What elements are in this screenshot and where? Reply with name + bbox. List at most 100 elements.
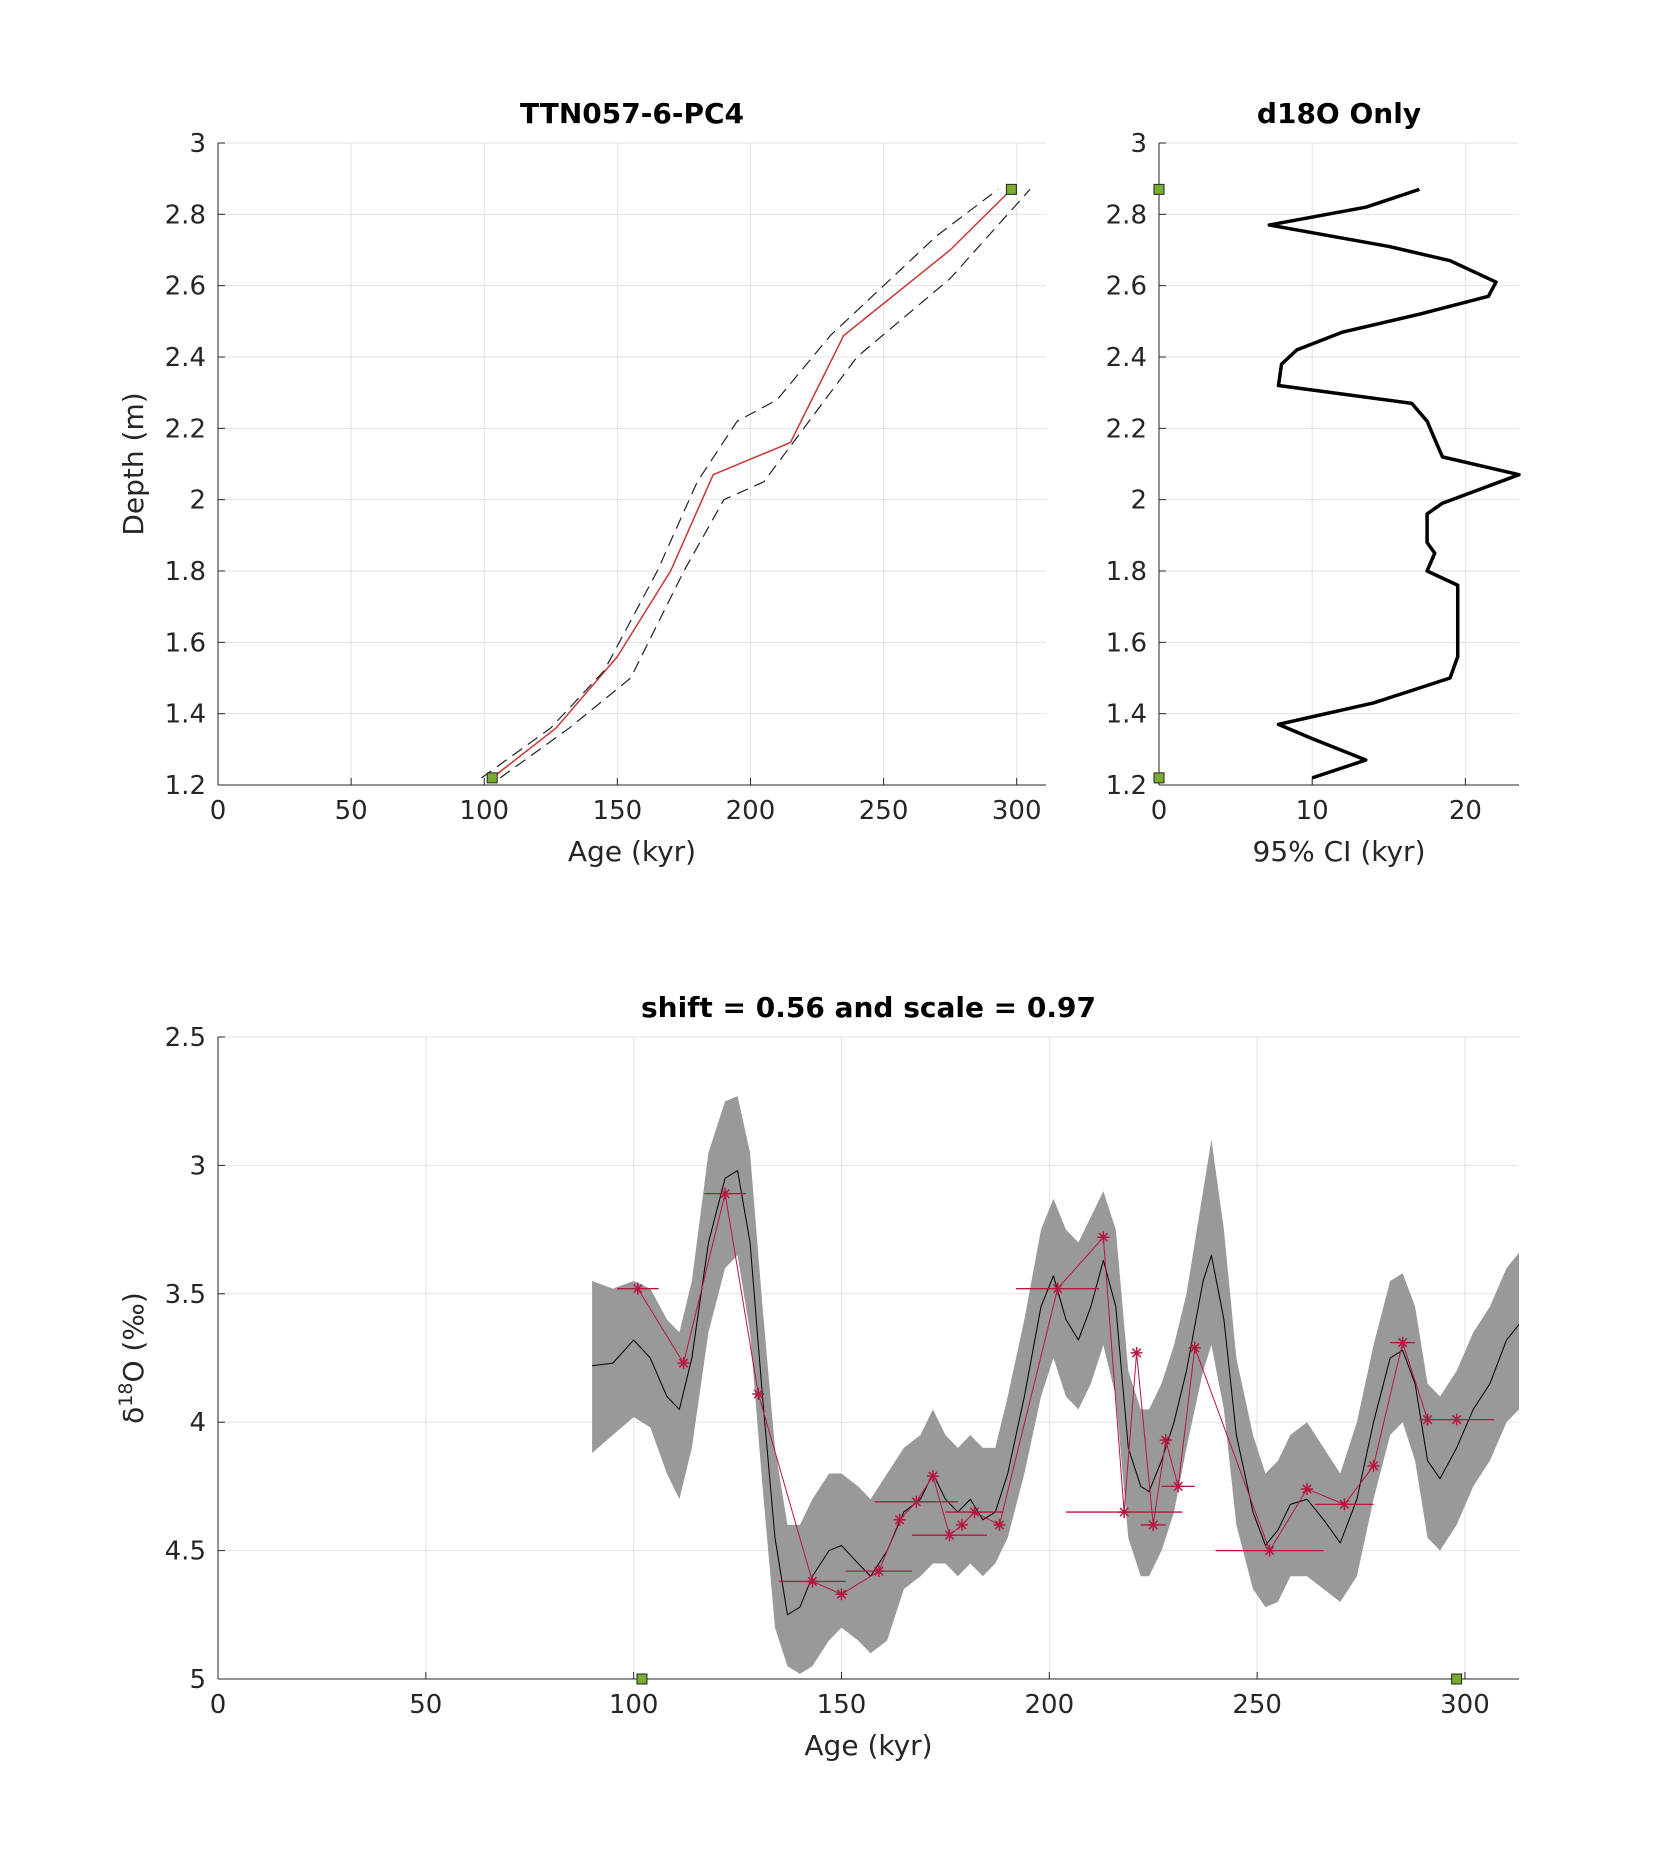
- data-point: [993, 1518, 1006, 1531]
- data-point: [1301, 1482, 1314, 1495]
- y-tick-label: 1.2: [1106, 771, 1147, 801]
- data-point: [872, 1565, 885, 1578]
- series-line: [499, 188, 1031, 779]
- y-tick-label: 1.6: [165, 628, 206, 658]
- data-point: [1188, 1341, 1201, 1354]
- y-tick-label: 3: [1130, 129, 1147, 159]
- data-point: [1172, 1480, 1185, 1493]
- data-point: [677, 1357, 690, 1370]
- age-marker: [1451, 1673, 1463, 1685]
- y-tick-label: 3: [189, 1151, 206, 1181]
- x-axis-label: Age (kyr): [804, 1729, 932, 1762]
- y-tick-label: 1.8: [165, 557, 206, 587]
- data-point: [752, 1387, 765, 1400]
- age-marker: [1153, 772, 1165, 784]
- y-tick-label: 2.4: [1106, 343, 1147, 373]
- chart-title: d18O Only: [1257, 97, 1421, 130]
- x-tick-label: 0: [1151, 796, 1168, 826]
- y-tick-label: 2.5: [165, 1023, 206, 1053]
- data-point: [806, 1575, 819, 1588]
- data-point: [1051, 1282, 1064, 1295]
- y-axis-label-part: 18: [115, 1383, 137, 1407]
- data-point: [835, 1588, 848, 1601]
- x-tick-label: 10: [1296, 796, 1329, 826]
- x-tick-label: 20: [1449, 796, 1482, 826]
- data-point: [1263, 1544, 1276, 1557]
- data-point: [956, 1518, 969, 1531]
- x-tick-label: 200: [1024, 1690, 1074, 1720]
- data-point: [1396, 1336, 1409, 1349]
- y-tick-label: 2.2: [165, 414, 206, 444]
- chart-title: shift = 0.56 and scale = 0.97: [641, 991, 1096, 1024]
- data-point: [893, 1513, 906, 1526]
- y-tick-label: 2: [1130, 486, 1147, 516]
- x-tick-label: 250: [859, 796, 909, 826]
- data-point: [719, 1187, 732, 1200]
- data-point: [1147, 1518, 1160, 1531]
- x-tick-label: 50: [335, 796, 368, 826]
- y-axis-label-part: δ: [117, 1407, 150, 1424]
- data-point: [631, 1282, 644, 1295]
- series-line: [1267, 187, 1521, 780]
- y-tick-label: 2.6: [165, 272, 206, 302]
- series-line: [592, 1170, 1520, 1616]
- y-axis-label: δ18O (‰): [115, 1292, 150, 1424]
- series-line: [491, 188, 1012, 779]
- x-tick-label: 250: [1232, 1690, 1282, 1720]
- y-tick-label: 1.6: [1106, 628, 1147, 658]
- x-tick-label: 200: [726, 796, 776, 826]
- x-tick-label: 50: [409, 1690, 442, 1720]
- x-tick-label: 300: [992, 796, 1042, 826]
- x-tick-label: 0: [210, 796, 227, 826]
- y-tick-label: 1.4: [165, 700, 206, 730]
- panel: 0 50 100 150 200 250 300 2.5 3 3.5 4 4.5 5 shift = 0.…: [115, 991, 1520, 1762]
- data-point: [1118, 1506, 1131, 1519]
- y-tick-label: 2.8: [1106, 200, 1147, 230]
- data-point: [1159, 1434, 1172, 1447]
- data-point: [1130, 1346, 1143, 1359]
- y-axis-label: Depth (m): [117, 392, 150, 535]
- x-tick-label: 100: [459, 796, 509, 826]
- y-tick-label: 3: [189, 129, 206, 159]
- age-marker: [486, 772, 498, 784]
- panel: 0 50 100 150 200 250 300 1.2 1.4 1.6 1.8 2 2.2 2.4 2.6…: [117, 97, 1046, 868]
- age-marker: [1153, 183, 1165, 195]
- data-point: [910, 1495, 923, 1508]
- panel: 0 10 20 1.2 1.4 1.6 1.8 2 2.2 2.4 2.6 2.8 3 d18O Only…: [1106, 97, 1521, 868]
- x-axis-label: Age (kyr): [568, 835, 696, 868]
- plot-area: [1159, 143, 1519, 785]
- y-tick-label: 5: [189, 1665, 206, 1695]
- x-tick-label: 150: [817, 1690, 867, 1720]
- y-tick-label: 1.4: [1106, 700, 1147, 730]
- x-tick-label: 150: [593, 796, 643, 826]
- x-tick-label: 0: [210, 1690, 227, 1720]
- y-tick-label: 1.2: [165, 771, 206, 801]
- data-point: [1450, 1413, 1463, 1426]
- y-axis-label-part: O (‰): [117, 1292, 150, 1382]
- y-tick-label: 1.8: [1106, 557, 1147, 587]
- y-tick-label: 2.6: [1106, 272, 1147, 302]
- plot-area: [218, 143, 1046, 785]
- y-tick-label: 4.5: [165, 1537, 206, 1567]
- y-tick-label: 4: [189, 1408, 206, 1438]
- x-tick-label: 300: [1440, 1690, 1490, 1720]
- data-point: [1367, 1459, 1380, 1472]
- data-point: [926, 1470, 939, 1483]
- series-line: [481, 188, 999, 779]
- y-tick-label: 2.2: [1106, 414, 1147, 444]
- y-tick-label: 3.5: [165, 1280, 206, 1310]
- data-point: [1338, 1498, 1351, 1511]
- confidence-band: [592, 1096, 1519, 1674]
- x-axis-label: 95% CI (kyr): [1253, 835, 1426, 868]
- y-tick-label: 2: [189, 486, 206, 516]
- data-point: [943, 1529, 956, 1542]
- age-marker: [636, 1673, 648, 1685]
- x-tick-label: 100: [609, 1690, 659, 1720]
- chart-title: TTN057-6-PC4: [520, 97, 744, 130]
- age-marker: [1005, 183, 1017, 195]
- data-point: [1097, 1231, 1110, 1244]
- y-tick-label: 2.8: [165, 200, 206, 230]
- y-tick-label: 2.4: [165, 343, 206, 373]
- data-point: [968, 1506, 981, 1519]
